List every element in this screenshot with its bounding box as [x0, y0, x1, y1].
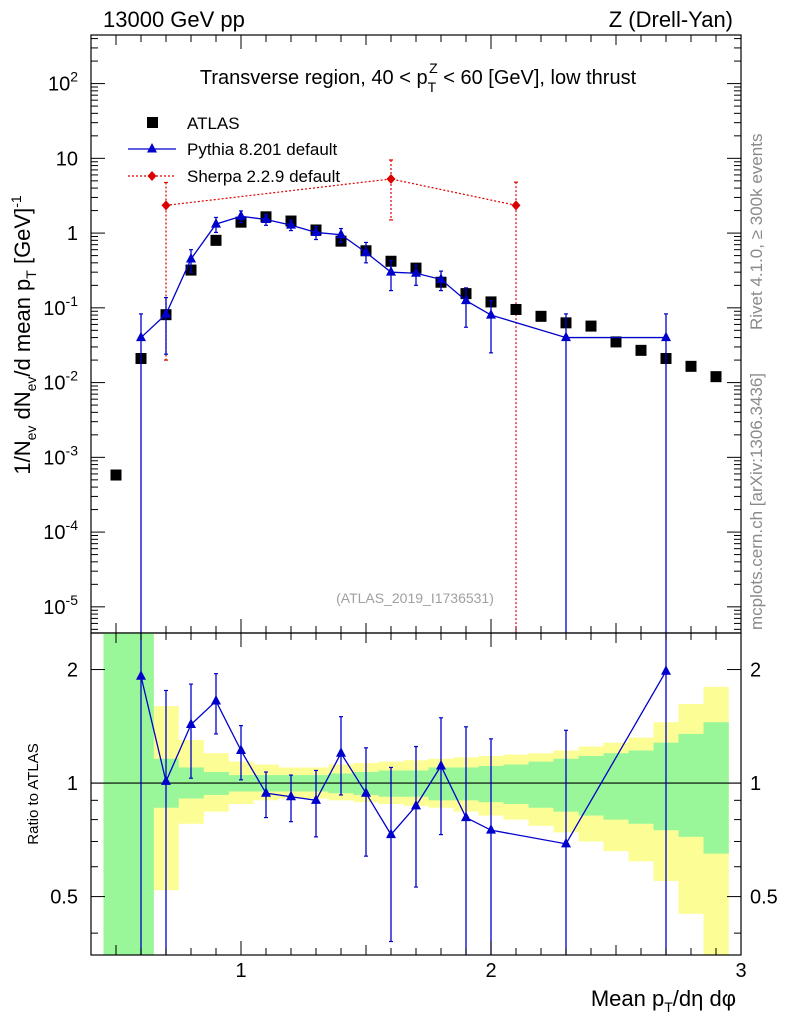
pythia-point — [661, 331, 671, 342]
ratio-y-label: Ratio to ATLAS — [25, 743, 42, 844]
legend-marker-sherpa — [147, 171, 157, 181]
atlas-point — [685, 360, 697, 372]
y-tick-label: 10-3 — [43, 442, 78, 469]
ratio-y-tick-label-right: 0.5 — [750, 887, 778, 909]
ratio-y-tick-label-right: 1 — [750, 773, 761, 795]
pythia-point — [436, 273, 446, 283]
analysis-id: (ATLAS_2019_I1736531) — [336, 590, 494, 606]
y-tick-label: 10-1 — [43, 293, 78, 320]
main-axis-ticks — [90, 35, 742, 633]
y-tick-label: 1 — [67, 223, 78, 245]
ratio-y-tick-label: 0.5 — [50, 887, 78, 909]
pythia-point — [186, 253, 196, 263]
pythia-point — [136, 331, 146, 342]
atlas-point — [610, 336, 622, 348]
ratio-pythia-point — [186, 718, 196, 728]
stat-uncertainty-band — [678, 733, 704, 837]
pythia-point — [386, 266, 396, 276]
x-tick-label: 1 — [235, 960, 246, 982]
y-tick-label: 10 — [56, 148, 78, 170]
ratio-plot-panel: 0.5 0.5 1 1 2 2 1 2 3 Ratio to ATLAS Mean pT/dη… — [25, 632, 778, 1015]
pythia-point — [336, 228, 346, 239]
ratio-pythia-point — [336, 747, 346, 757]
ratio-axis-ticks — [90, 633, 742, 955]
sherpa-point — [386, 173, 396, 184]
ratio-pythia-point — [261, 787, 271, 797]
plot-title: Transverse region, 40 < pTZ < 60 [GeV], … — [200, 60, 637, 95]
ratio-pythia-point — [286, 790, 296, 801]
ratio-y-tick-labels: 0.5 0.5 1 1 2 2 — [50, 660, 778, 909]
ratio-pythia-point — [461, 811, 471, 822]
ratio-pythia-point — [136, 670, 146, 680]
stat-uncertainty-band — [103, 633, 129, 955]
ratio-pythia-point — [411, 799, 421, 810]
pythia-point — [561, 331, 571, 342]
y-tick-label: 10-5 — [43, 592, 78, 619]
main-plot-panel: 10-5 10-4 10-3 10-2 10-1 1 10 102 Transverse re… — [8, 34, 742, 634]
legend-label-pythia: Pythia 8.201 default — [187, 140, 338, 159]
atlas-point — [535, 310, 547, 322]
pythia-point — [461, 294, 471, 305]
ratio-pythia-point — [386, 828, 396, 839]
pythia-point — [261, 213, 271, 223]
ratio-pythia-point — [236, 744, 246, 754]
y-tick-label: 10-4 — [43, 517, 78, 544]
x-tick-label: 3 — [735, 960, 746, 982]
pythia-point — [211, 218, 221, 228]
atlas-point — [510, 304, 522, 316]
legend: ATLAS Pythia 8.201 default Sherpa 2.2.9 … — [128, 114, 340, 186]
pythia-point — [361, 246, 371, 256]
ratio-y-tick-label-right: 2 — [750, 660, 761, 682]
pythia-line — [140, 215, 666, 339]
ratio-pythia-point — [486, 824, 496, 834]
ratio-series — [136, 633, 671, 955]
atlas-point — [635, 344, 647, 356]
header-left: 13000 GeV pp — [103, 7, 245, 32]
legend-marker-atlas — [147, 117, 158, 128]
pythia-point — [236, 210, 246, 220]
x-axis-label: Mean pT/dη dφ — [591, 986, 736, 1015]
y-tick-label: 102 — [48, 69, 78, 96]
x-tick-label: 2 — [485, 960, 496, 982]
legend-marker-pythia — [147, 143, 157, 153]
atlas-point — [710, 371, 722, 383]
pythia-point — [161, 308, 171, 318]
pythia-point — [286, 219, 296, 229]
ratio-pythia-point — [311, 794, 321, 804]
ratio-pythia-point — [211, 695, 221, 705]
atlas-point — [210, 234, 222, 246]
y-tick-label: 10-2 — [43, 368, 78, 395]
ratio-pythia-point — [561, 837, 571, 848]
stat-uncertainty-band — [528, 761, 554, 808]
stat-uncertainty-band — [628, 750, 654, 824]
ratio-pythia-point — [361, 787, 371, 797]
stat-uncertainty-band — [503, 764, 529, 805]
atlas-point — [585, 320, 597, 332]
x-tick-labels: 1 2 3 — [235, 960, 746, 982]
atlas-point — [110, 469, 122, 481]
ratio-y-tick-label: 1 — [67, 773, 78, 795]
rivet-label: Rivet 4.1.0, ≥ 300k events — [747, 134, 766, 330]
sherpa-point — [511, 200, 521, 211]
legend-label-atlas: ATLAS — [187, 114, 240, 133]
sherpa-point — [161, 200, 171, 211]
pythia-point — [411, 267, 421, 277]
stat-uncertainty-band — [603, 753, 629, 820]
ratio-pythia-point — [661, 665, 671, 675]
pythia-point — [311, 226, 321, 236]
stat-uncertainty-band — [703, 722, 729, 854]
main-y-tick-labels: 10-5 10-4 10-3 10-2 10-1 1 10 102 — [43, 69, 78, 619]
ratio-pythia-point — [161, 775, 171, 785]
main-series — [110, 159, 722, 633]
legend-label-sherpa: Sherpa 2.2.9 default — [187, 167, 340, 186]
ratio-pythia-point — [436, 759, 446, 770]
ratio-y-tick-label: 2 — [67, 660, 78, 682]
y-axis-label: 1/Nev dNev/d mean pT [GeV]-1 — [8, 195, 39, 475]
pythia-point — [486, 309, 496, 319]
mcplots-label: mcplots.cern.ch [arXiv:1306.3436] — [747, 373, 766, 630]
header-right: Z (Drell-Yan) — [609, 7, 733, 32]
